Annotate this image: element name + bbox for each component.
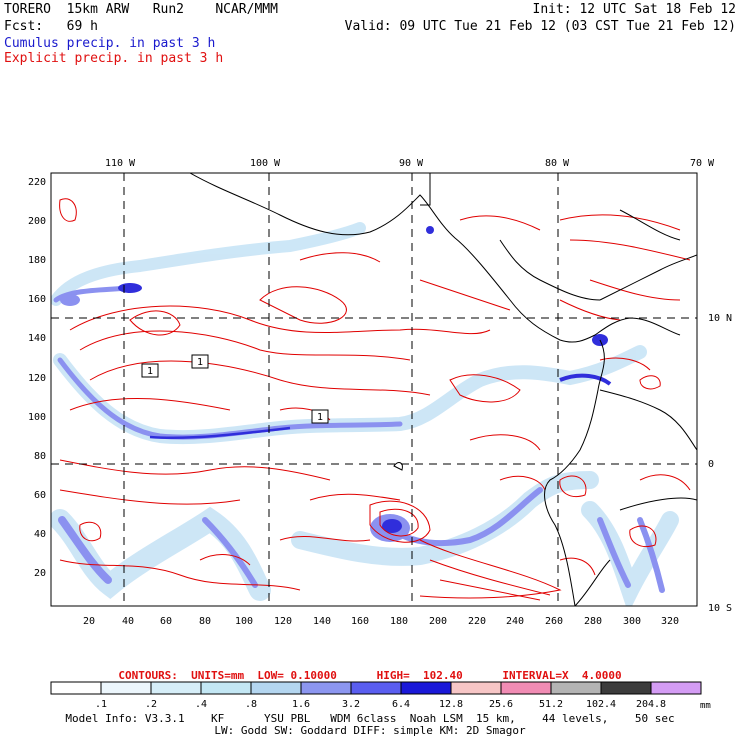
colorbar-swatch <box>50 681 102 695</box>
x-tick-label: 280 <box>584 616 602 627</box>
colorbar: .1.2.4.8 1.6 3.2 6.4 12.8 25.6 51.2 102.4 204.8 … <box>50 681 711 710</box>
colorbar-swatch <box>100 681 152 695</box>
x-tick-label: 200 <box>429 616 447 627</box>
explicit-precip-contours <box>59 198 691 601</box>
colorbar-label: .2 <box>145 699 157 710</box>
x-tick-label: 100 <box>235 616 253 627</box>
header-init-time: Init: 12 UTC Sat 18 Feb 12 <box>532 2 737 17</box>
colorbar-swatch <box>150 681 202 695</box>
x-tick-label: 300 <box>623 616 641 627</box>
lon-label-90w: 90 W <box>399 158 424 169</box>
colorbar-swatch <box>500 681 552 695</box>
x-tick-label: 140 <box>313 616 331 627</box>
x-tick-label: 160 <box>351 616 369 627</box>
x-tick-label: 20 <box>83 616 95 627</box>
contour-labels: 1 1 1 <box>141 354 329 424</box>
legend-cumulus: Cumulus precip. in past 3 h <box>4 36 216 51</box>
y-tick-label: 180 <box>28 255 46 266</box>
x-tick-label: 180 <box>390 616 408 627</box>
y-tick-label: 140 <box>28 333 46 344</box>
lat-label-0: 0 <box>708 459 714 470</box>
colorbar-label: 51.2 <box>539 699 563 710</box>
contour-label: 1 <box>317 412 323 423</box>
precip-map: 110 W 100 W 90 W 80 W 70 W 10 N 0 10 S <box>28 158 732 627</box>
colorbar-label: 3.2 <box>342 699 360 710</box>
y-tick-label: 20 <box>34 568 46 579</box>
header-forecast-hour: Fcst: 69 h <box>4 19 98 34</box>
header-valid-time: Valid: 09 UTC Tue 21 Feb 12 (03 CST Tue … <box>344 19 736 34</box>
colorbar-unit: mm <box>700 701 711 710</box>
colorbar-swatch <box>450 681 502 695</box>
y-tick-label: 40 <box>34 529 46 540</box>
x-tick-label: 120 <box>274 616 292 627</box>
colorbar-label: 102.4 <box>586 699 616 710</box>
y-axis-ticks: 220 200 180 160 140 120 100 80 60 40 20 <box>28 177 46 579</box>
colorbar-swatch <box>600 681 652 695</box>
model-info-line1: Model Info: V3.3.1 KF YSU PBL WDM 6class… <box>65 712 675 725</box>
y-tick-label: 160 <box>28 294 46 305</box>
x-axis-ticks: 20 40 60 80 100 120 140 160 180 200 220 … <box>83 616 679 627</box>
y-tick-label: 60 <box>34 490 46 501</box>
x-tick-label: 60 <box>160 616 172 627</box>
colorbar-label: .1 <box>95 699 107 710</box>
lat-label-10s: 10 S <box>708 603 732 614</box>
colorbar-swatch <box>650 681 702 695</box>
model-info-line2: LW: Godd SW: Goddard DIFF: simple KM: 2D… <box>214 724 526 737</box>
colorbar-label: .8 <box>245 699 257 710</box>
cumulus-precip-field <box>51 222 679 606</box>
y-tick-label: 120 <box>28 373 46 384</box>
colorbar-swatch <box>350 681 402 695</box>
lon-label-110w: 110 W <box>105 158 136 169</box>
contour-info: CONTOURS: UNITS=mm LOW= 0.10000 HIGH= 10… <box>118 669 622 682</box>
colorbar-label: 6.4 <box>392 699 410 710</box>
lon-label-80w: 80 W <box>545 158 570 169</box>
y-tick-label: 80 <box>34 451 46 462</box>
y-tick-label: 100 <box>28 412 46 423</box>
colorbar-label: .4 <box>195 699 207 710</box>
x-tick-label: 80 <box>199 616 211 627</box>
colorbar-label: 204.8 <box>636 699 666 710</box>
lon-label-70w: 70 W <box>690 158 715 169</box>
colorbar-swatch <box>400 681 452 695</box>
lat-label-10n: 10 N <box>708 313 732 324</box>
colorbar-swatch <box>250 681 302 695</box>
x-tick-label: 240 <box>506 616 524 627</box>
colorbar-label: 1.6 <box>292 699 310 710</box>
colorbar-swatch <box>200 681 252 695</box>
grid-lines <box>51 173 697 606</box>
colorbar-swatch <box>550 681 602 695</box>
coastlines <box>189 173 697 606</box>
colorbar-swatch <box>300 681 352 695</box>
x-tick-label: 40 <box>122 616 134 627</box>
y-tick-label: 220 <box>28 177 46 188</box>
map-frame <box>50 172 698 607</box>
colorbar-label: 25.6 <box>489 699 513 710</box>
lon-label-100w: 100 W <box>250 158 281 169</box>
legend-explicit: Explicit precip. in past 3 h <box>4 51 224 66</box>
contour-label: 1 <box>147 366 153 377</box>
header-title: TORERO 15km ARW Run2 NCAR/MMM <box>4 2 278 17</box>
x-tick-label: 260 <box>545 616 563 627</box>
x-tick-label: 320 <box>661 616 679 627</box>
y-tick-label: 200 <box>28 216 46 227</box>
colorbar-label: 12.8 <box>439 699 463 710</box>
x-tick-label: 220 <box>468 616 486 627</box>
contour-label: 1 <box>197 357 203 368</box>
